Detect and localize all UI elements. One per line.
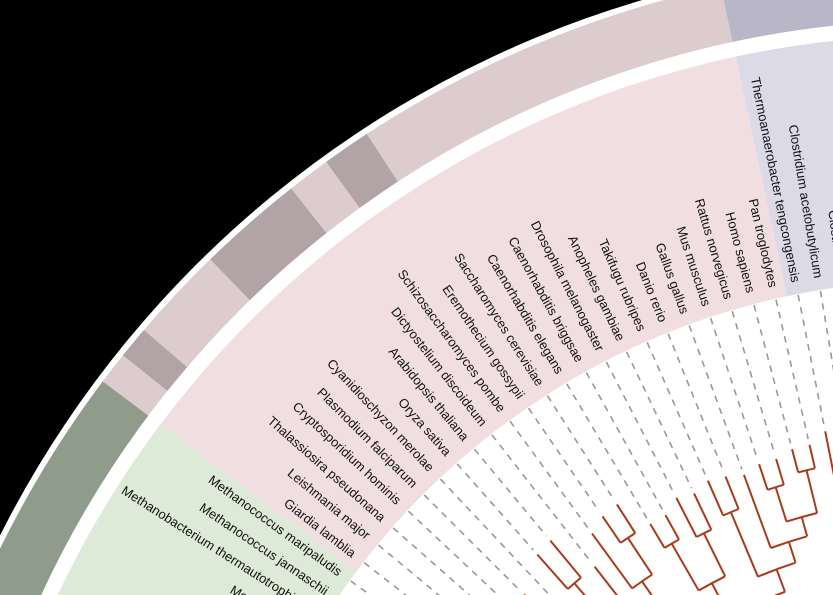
ring-segment — [0, 381, 150, 595]
branch-line — [774, 486, 788, 522]
branch-line — [787, 541, 797, 564]
ring-segment — [366, 0, 733, 183]
sector-archaea — [57, 424, 358, 595]
branch-line — [664, 514, 680, 541]
leader-line — [688, 325, 743, 470]
branch-line — [601, 515, 622, 544]
branch-line — [616, 503, 637, 534]
branch-line — [775, 568, 786, 593]
ring-segment — [210, 188, 328, 302]
branch-line — [775, 458, 785, 486]
branch-line — [742, 474, 772, 549]
leader-line — [819, 290, 833, 372]
ring-segment — [291, 161, 361, 234]
leader-line — [797, 294, 825, 426]
tree-branches — [523, 431, 833, 595]
sector-bacteria — [735, 40, 833, 297]
leader-line — [423, 494, 521, 591]
leader-line — [625, 351, 693, 489]
leader-line — [439, 478, 549, 594]
branch-line — [729, 511, 759, 578]
branch-line — [824, 431, 833, 476]
leader-line — [491, 434, 592, 563]
branch-line — [693, 493, 713, 531]
branch-line — [573, 582, 586, 595]
ring-segment — [326, 133, 399, 209]
branch-line — [549, 540, 582, 579]
ring-segment — [102, 355, 169, 417]
leader-line — [585, 372, 664, 511]
leader-line — [546, 395, 615, 500]
leader-line — [407, 510, 499, 595]
branch-line — [808, 444, 816, 469]
leader-line — [566, 383, 648, 520]
branch-line — [593, 566, 618, 595]
ring-segment — [723, 0, 833, 43]
leader-line — [377, 544, 440, 595]
leader-line — [509, 420, 590, 530]
ring-segment — [143, 259, 251, 368]
branch-line — [710, 582, 720, 595]
leader-line — [473, 448, 548, 537]
leader-line — [392, 527, 471, 595]
leader-lines — [350, 290, 833, 595]
leader-line — [363, 562, 408, 595]
leader-line — [527, 407, 600, 512]
branch-line — [800, 516, 809, 537]
branch-line — [670, 543, 700, 591]
branch-line — [724, 476, 740, 510]
branch-line — [706, 480, 725, 516]
ring-segment — [122, 330, 188, 392]
branch-line — [805, 470, 819, 514]
branch-line — [649, 523, 666, 549]
branch-line — [536, 553, 569, 590]
sector-eukaryota — [160, 56, 789, 573]
branch-line — [791, 448, 800, 473]
branch-line — [675, 497, 698, 538]
domain-sectors — [57, 40, 833, 595]
branch-line — [627, 537, 653, 576]
branch-line — [758, 463, 769, 491]
branch-line — [591, 532, 633, 590]
branch-line — [702, 532, 727, 577]
